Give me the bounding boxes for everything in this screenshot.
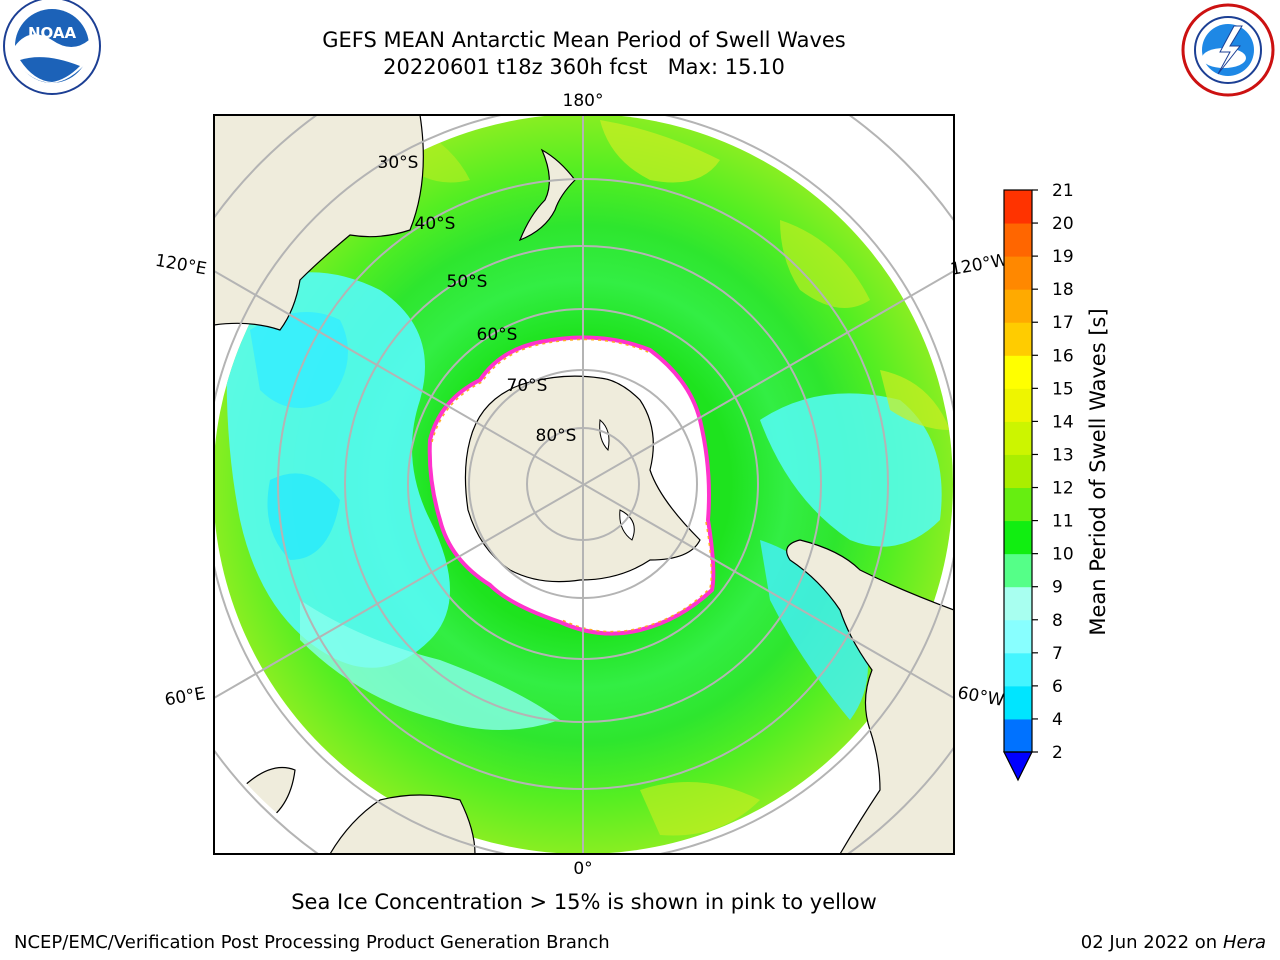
lon-label-120e: 120°E: [154, 251, 208, 280]
lat-label-50s: 50°S: [447, 272, 488, 292]
colorbar-tick-label: 19: [1052, 247, 1074, 267]
footer-date: 02 Jun 2022 on Hera: [1081, 932, 1266, 953]
colorbar-segment: [1004, 256, 1032, 290]
colorbar-tick-label: 21: [1052, 181, 1074, 201]
colorbar-tick-label: 10: [1052, 545, 1074, 565]
colorbar-segment: [1004, 553, 1032, 588]
lat-label-80s: 80°S: [536, 426, 577, 446]
colorbar-tick-label: 17: [1052, 313, 1074, 333]
lon-label-180: 180°: [563, 91, 604, 111]
colorbar-under-arrow: [1003, 751, 1033, 782]
colorbar-segment: [1004, 223, 1032, 257]
colorbar-segment: [1004, 586, 1032, 621]
colorbar-segment: [1004, 388, 1032, 422]
colorbar-tick-label: 20: [1052, 214, 1074, 234]
lon-label-60e: 60°E: [163, 684, 207, 711]
lon-label-0: 0°: [573, 859, 592, 879]
new-zealand-land: [518, 148, 576, 242]
footer-date-text: 02 Jun 2022 on: [1080, 932, 1218, 953]
colorbar-segment: [1004, 454, 1032, 489]
colorbar-tick-label: 11: [1052, 512, 1074, 532]
colorbar-tick-label: 9: [1052, 578, 1063, 598]
colorbar-label: Mean Period of Swell Waves [s]: [1086, 308, 1110, 636]
colorbar-segment: [1004, 289, 1032, 323]
chart-subtitle: 20220601 t18z 360h fcst Max: 15.10: [383, 55, 785, 79]
footer-credit: NCEP/EMC/Verification Post Processing Pr…: [14, 932, 610, 953]
svg-text:NOAA: NOAA: [28, 24, 77, 42]
colorbar-tick-label: 4: [1052, 710, 1063, 730]
colorbar-segment: [1004, 520, 1032, 555]
nws-logo-icon: [1181, 3, 1275, 97]
map-frame: [213, 114, 955, 855]
colorbar-tick-label: 13: [1052, 445, 1074, 465]
colorbar-tick-label: 15: [1052, 379, 1074, 399]
colorbar-tick-label: 6: [1052, 677, 1063, 697]
colorbar-segment: [1004, 652, 1032, 687]
colorbar-segment: [1004, 355, 1032, 389]
colorbar: 2 4 6 7 8 9 10 11 12 13 14 15 16 17 18 19 20 21: [1003, 181, 1074, 782]
colorbar-tick-label: 12: [1052, 479, 1074, 499]
graticule: [214, 115, 954, 854]
colorbar-tick-label: 18: [1052, 280, 1074, 300]
swell-field-patches: [226, 120, 950, 836]
colorbar-tick-label: 2: [1052, 743, 1063, 763]
lat-label-70s: 70°S: [507, 376, 548, 396]
colorbar-segment: [1004, 190, 1032, 224]
noaa-logo-icon: NOAA: [3, 0, 101, 95]
colorbar-tick-label: 16: [1052, 346, 1074, 366]
lon-label-120w: 120°W: [949, 250, 1010, 280]
colorbar-segment: [1004, 487, 1032, 522]
colorbar-tick-label: 7: [1052, 644, 1063, 664]
map-panel: [214, 115, 954, 854]
colorbar-tick-label: 8: [1052, 611, 1063, 631]
colorbar-segment: [1004, 421, 1032, 455]
lat-label-60s: 60°S: [477, 325, 518, 345]
footer-host: Hera: [1222, 932, 1266, 953]
colorbar-segment: [1004, 718, 1032, 753]
colorbar-segment: [1004, 685, 1032, 720]
sea-ice-note: Sea Ice Concentration > 15% is shown in …: [291, 890, 877, 914]
lat-label-30s: 30°S: [378, 153, 419, 173]
lon-label-60w: 60°W: [956, 683, 1006, 711]
colorbar-frame: [1003, 189, 1033, 753]
colorbar-segment: [1004, 322, 1032, 356]
africa-land: [329, 794, 476, 854]
lat-label-40s: 40°S: [415, 214, 456, 234]
chart-title: GEFS MEAN Antarctic Mean Period of Swell…: [322, 28, 846, 52]
colorbar-segment: [1004, 619, 1032, 654]
colorbar-tick-label: 14: [1052, 412, 1074, 432]
